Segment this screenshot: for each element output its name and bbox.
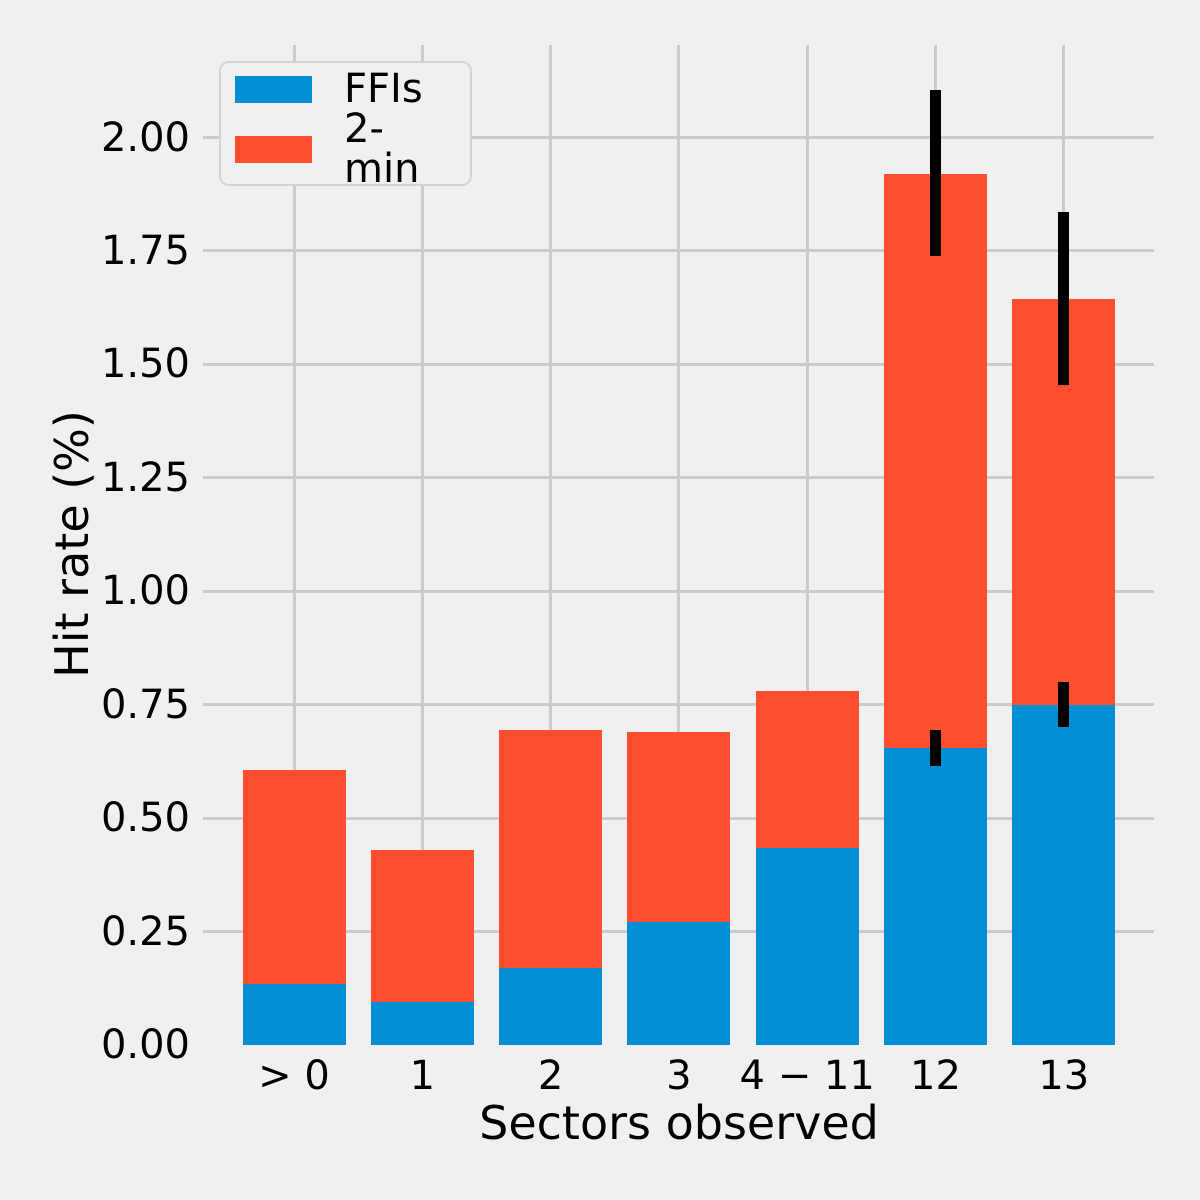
y-tick-label: 2.00 bbox=[100, 114, 190, 161]
y-tick-label: 1.00 bbox=[100, 568, 190, 615]
y-tick-label: 1.25 bbox=[100, 454, 190, 501]
x-tick-label: 3 bbox=[666, 1053, 692, 1099]
bar-2-min-segment bbox=[242, 770, 346, 984]
bar-2-min-segment bbox=[370, 849, 474, 1002]
bar-ffis-segment bbox=[499, 967, 603, 1045]
legend-swatch bbox=[235, 75, 312, 103]
y-tick-label: 1.50 bbox=[100, 341, 190, 388]
bar-2-min-segment bbox=[755, 691, 859, 848]
y-tick-label: 0.00 bbox=[100, 1022, 190, 1068]
y-tick-label: 0.25 bbox=[100, 908, 190, 955]
x-tick-label: 12 bbox=[910, 1053, 961, 1099]
v-gridline bbox=[805, 45, 809, 1045]
x-axis-label: Sectors observed bbox=[479, 1096, 879, 1150]
x-tick-label: 13 bbox=[1038, 1053, 1090, 1099]
v-gridline bbox=[420, 45, 424, 1045]
bar-2-min-segment bbox=[884, 173, 987, 748]
y-tick-label: 1.75 bbox=[100, 227, 190, 274]
bar-2-min-segment bbox=[627, 731, 731, 923]
error-bar bbox=[930, 729, 941, 766]
bar-ffis-segment bbox=[627, 922, 731, 1045]
y-axis-label: Hit rate (%) bbox=[45, 410, 99, 678]
error-bar bbox=[1058, 682, 1070, 728]
v-gridline bbox=[292, 45, 296, 1045]
legend-item: FFIs bbox=[235, 69, 456, 109]
bar-ffis-segment bbox=[884, 747, 987, 1045]
bar-ffis-segment bbox=[242, 983, 346, 1045]
legend-swatch bbox=[235, 135, 312, 163]
legend-item: 2-min bbox=[235, 109, 456, 189]
bar-2-min-segment bbox=[499, 729, 603, 968]
bar-ffis-segment bbox=[370, 1001, 474, 1045]
x-tick-label: 4 − 11 bbox=[739, 1053, 875, 1099]
x-tick-label: 2 bbox=[537, 1053, 564, 1099]
error-bar bbox=[1058, 212, 1070, 385]
legend-item-label: 2-min bbox=[344, 106, 420, 192]
x-tick-label: 1 bbox=[409, 1053, 436, 1099]
y-tick-label: 0.50 bbox=[100, 795, 190, 842]
legend: FFIs 2-min bbox=[219, 61, 472, 189]
plot-area bbox=[203, 45, 1154, 1045]
bar-ffis-segment bbox=[1012, 704, 1116, 1045]
v-gridline bbox=[677, 45, 681, 1045]
x-tick-label: > 0 bbox=[258, 1053, 330, 1099]
v-gridline bbox=[549, 45, 553, 1045]
error-bar bbox=[930, 89, 941, 256]
y-tick-label: 0.75 bbox=[100, 681, 190, 728]
bar-ffis-segment bbox=[755, 847, 859, 1045]
legend-item-label: FFIs bbox=[344, 66, 423, 112]
